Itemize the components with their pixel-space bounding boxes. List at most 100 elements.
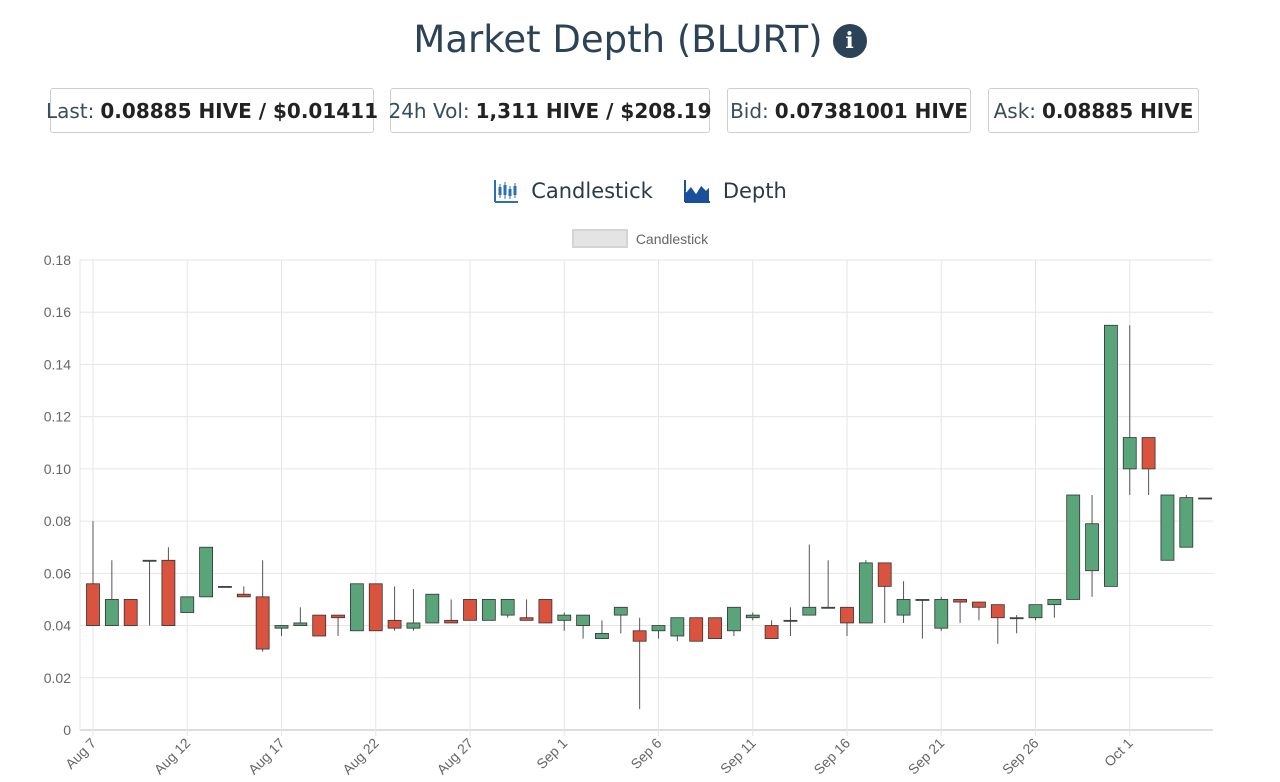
candle-body xyxy=(840,606,854,624)
candle[interactable] xyxy=(519,599,534,621)
candle-body xyxy=(463,599,477,621)
candle-body xyxy=(1141,437,1156,470)
candle[interactable] xyxy=(425,593,440,624)
candle[interactable] xyxy=(877,562,892,623)
candle[interactable] xyxy=(123,599,138,626)
candle[interactable] xyxy=(293,607,308,626)
candle-body xyxy=(444,619,459,624)
candle[interactable] xyxy=(368,583,383,632)
candle-body xyxy=(802,606,817,616)
candle[interactable] xyxy=(1179,495,1194,548)
candle[interactable] xyxy=(1047,599,1062,618)
info-icon[interactable]: i xyxy=(832,23,867,58)
candle[interactable] xyxy=(727,606,741,636)
candle[interactable] xyxy=(255,560,270,652)
candle[interactable] xyxy=(387,586,402,631)
candle-body xyxy=(218,585,232,588)
candle[interactable] xyxy=(86,521,100,626)
candle-body xyxy=(142,559,157,562)
candle[interactable] xyxy=(1122,325,1137,495)
candle[interactable] xyxy=(236,586,251,598)
candle[interactable] xyxy=(406,589,421,631)
market-stats: Last: 0.08885 HIVE / $0.01411 24h Vol: 1… xyxy=(46,88,1199,133)
stat-ask-value: 0.08885 HIVE xyxy=(1042,98,1194,123)
candle[interactable] xyxy=(331,614,345,636)
candle[interactable] xyxy=(915,599,930,639)
candle[interactable] xyxy=(1141,437,1156,495)
candle-body xyxy=(1179,497,1194,548)
candle[interactable] xyxy=(180,596,195,613)
candle-body xyxy=(708,617,722,640)
candle[interactable] xyxy=(651,625,666,639)
candle[interactable] xyxy=(142,559,157,626)
candle-body xyxy=(1066,494,1081,600)
candle-body xyxy=(1160,494,1175,561)
candle-body xyxy=(199,546,214,598)
candle[interactable] xyxy=(670,617,685,642)
candle[interactable] xyxy=(990,604,1005,644)
candle[interactable] xyxy=(689,617,704,642)
candle[interactable] xyxy=(896,581,911,623)
x-tick-label: Aug 17 xyxy=(245,735,288,778)
candle-body xyxy=(538,599,553,624)
candle[interactable] xyxy=(632,617,647,710)
candle[interactable] xyxy=(858,560,873,624)
candle[interactable] xyxy=(1160,494,1175,561)
candle[interactable] xyxy=(1028,604,1043,621)
depth-chart-icon xyxy=(683,180,710,203)
candle[interactable] xyxy=(500,599,515,618)
candle[interactable] xyxy=(349,583,364,632)
candle[interactable] xyxy=(557,612,572,631)
candle[interactable] xyxy=(274,625,289,636)
candle[interactable] xyxy=(821,560,836,609)
candle-body xyxy=(745,614,760,619)
candle[interactable] xyxy=(972,601,986,621)
y-tick-label: 0.16 xyxy=(44,304,71,320)
y-tick-label: 0.10 xyxy=(44,461,71,477)
candle-body xyxy=(972,601,986,608)
candle-body xyxy=(896,599,911,616)
x-tick-label: Sep 21 xyxy=(905,735,948,778)
candle[interactable] xyxy=(161,547,176,626)
candle[interactable] xyxy=(745,612,760,621)
candle[interactable] xyxy=(934,596,949,631)
candle[interactable] xyxy=(538,599,553,624)
candle-body xyxy=(576,614,590,626)
candle-body xyxy=(613,606,628,616)
candle-body xyxy=(255,596,270,650)
candle-body xyxy=(481,599,496,621)
candle-body xyxy=(934,599,949,629)
y-tick-label: 0 xyxy=(63,722,71,738)
stat-ask: Ask: 0.08885 HIVE xyxy=(988,88,1199,133)
candle[interactable] xyxy=(1198,497,1213,500)
legend-swatch[interactable] xyxy=(571,229,628,248)
candle-body xyxy=(1028,604,1043,619)
candlestick-chart-icon xyxy=(494,180,519,203)
candle[interactable] xyxy=(595,620,609,640)
candle[interactable] xyxy=(1104,324,1118,587)
candle[interactable] xyxy=(463,599,477,621)
candle[interactable] xyxy=(312,614,327,637)
candle[interactable] xyxy=(104,560,119,626)
candle[interactable] xyxy=(218,585,232,588)
candle[interactable] xyxy=(953,599,967,623)
candle[interactable] xyxy=(444,599,459,624)
candle[interactable] xyxy=(576,614,590,639)
candle[interactable] xyxy=(199,546,214,598)
candle[interactable] xyxy=(481,599,496,621)
candle-body xyxy=(915,599,930,601)
candle[interactable] xyxy=(783,607,798,636)
candle[interactable] xyxy=(840,606,854,636)
candle[interactable] xyxy=(613,606,628,634)
candle[interactable] xyxy=(1085,495,1099,597)
candle[interactable] xyxy=(1066,494,1081,600)
tab-candlestick[interactable]: Candlestick xyxy=(493,178,653,204)
candle-body xyxy=(349,583,364,632)
tab-depth[interactable]: Depth xyxy=(683,178,787,204)
candle[interactable] xyxy=(708,617,722,640)
candle[interactable] xyxy=(764,620,779,640)
candle[interactable] xyxy=(1009,615,1024,634)
tab-candlestick-label: Candlestick xyxy=(531,179,653,203)
candle[interactable] xyxy=(802,544,817,616)
